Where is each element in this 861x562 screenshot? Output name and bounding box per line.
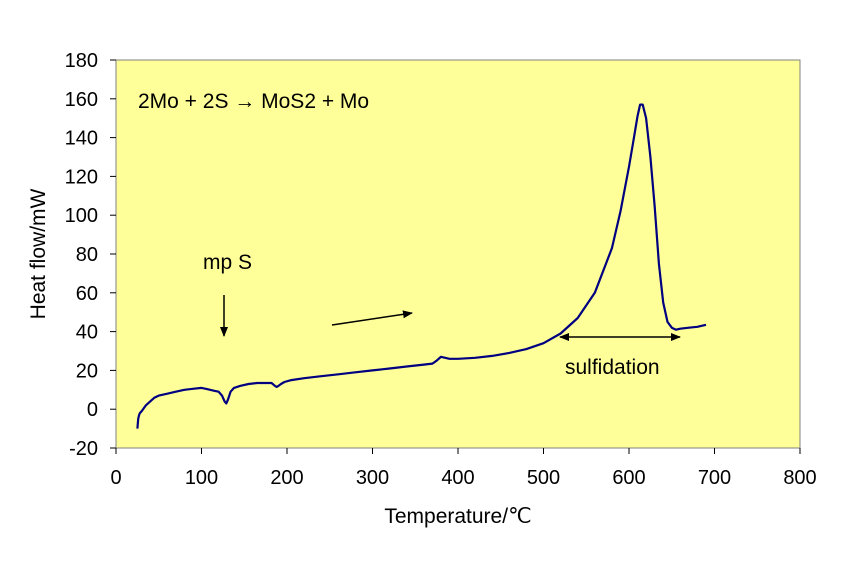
heat-flow-line — [136, 103, 707, 429]
plot-area — [115, 59, 801, 449]
y-axis-title: Heat flow/mW — [27, 188, 50, 319]
x-tick-label: 400 — [441, 467, 474, 489]
y-tick-label: 0 — [87, 399, 98, 421]
reaction-equation: 2Mo + 2S → MoS2 + Mo — [138, 90, 369, 113]
x-axis-title: Temperature/℃ — [384, 505, 531, 528]
y-tick-label: 180 — [65, 50, 98, 72]
x-tick-label: 500 — [527, 467, 560, 489]
y-tick-label: 140 — [65, 128, 98, 150]
y-tick-label: 20 — [76, 360, 98, 382]
x-tick-label: 600 — [612, 467, 645, 489]
y-tick-label: 40 — [76, 322, 98, 344]
y-tick-label: 100 — [65, 205, 98, 227]
x-tick-label: 300 — [356, 467, 389, 489]
x-tick-label: 0 — [110, 467, 121, 489]
x-tick-label: 700 — [698, 467, 731, 489]
y-tick-label: -20 — [69, 438, 98, 460]
y-tick-label: 60 — [76, 283, 98, 305]
x-tick-label: 200 — [270, 467, 303, 489]
y-tick-label: 120 — [65, 166, 98, 188]
sulfidation-label: sulfidation — [565, 356, 660, 379]
y-axis: -20 0 20 40 60 80 100 120 140 160 180 — [65, 50, 116, 460]
y-tick-label: 80 — [76, 244, 98, 266]
x-tick-label: 100 — [185, 467, 218, 489]
x-tick-label: 800 — [783, 467, 816, 489]
x-axis: 0 100 200 300 400 500 600 700 800 — [110, 448, 817, 489]
heating-direction-arrow — [331, 310, 413, 326]
y-tick-label: 160 — [65, 89, 98, 111]
mp-s-label: mp S — [203, 251, 252, 274]
